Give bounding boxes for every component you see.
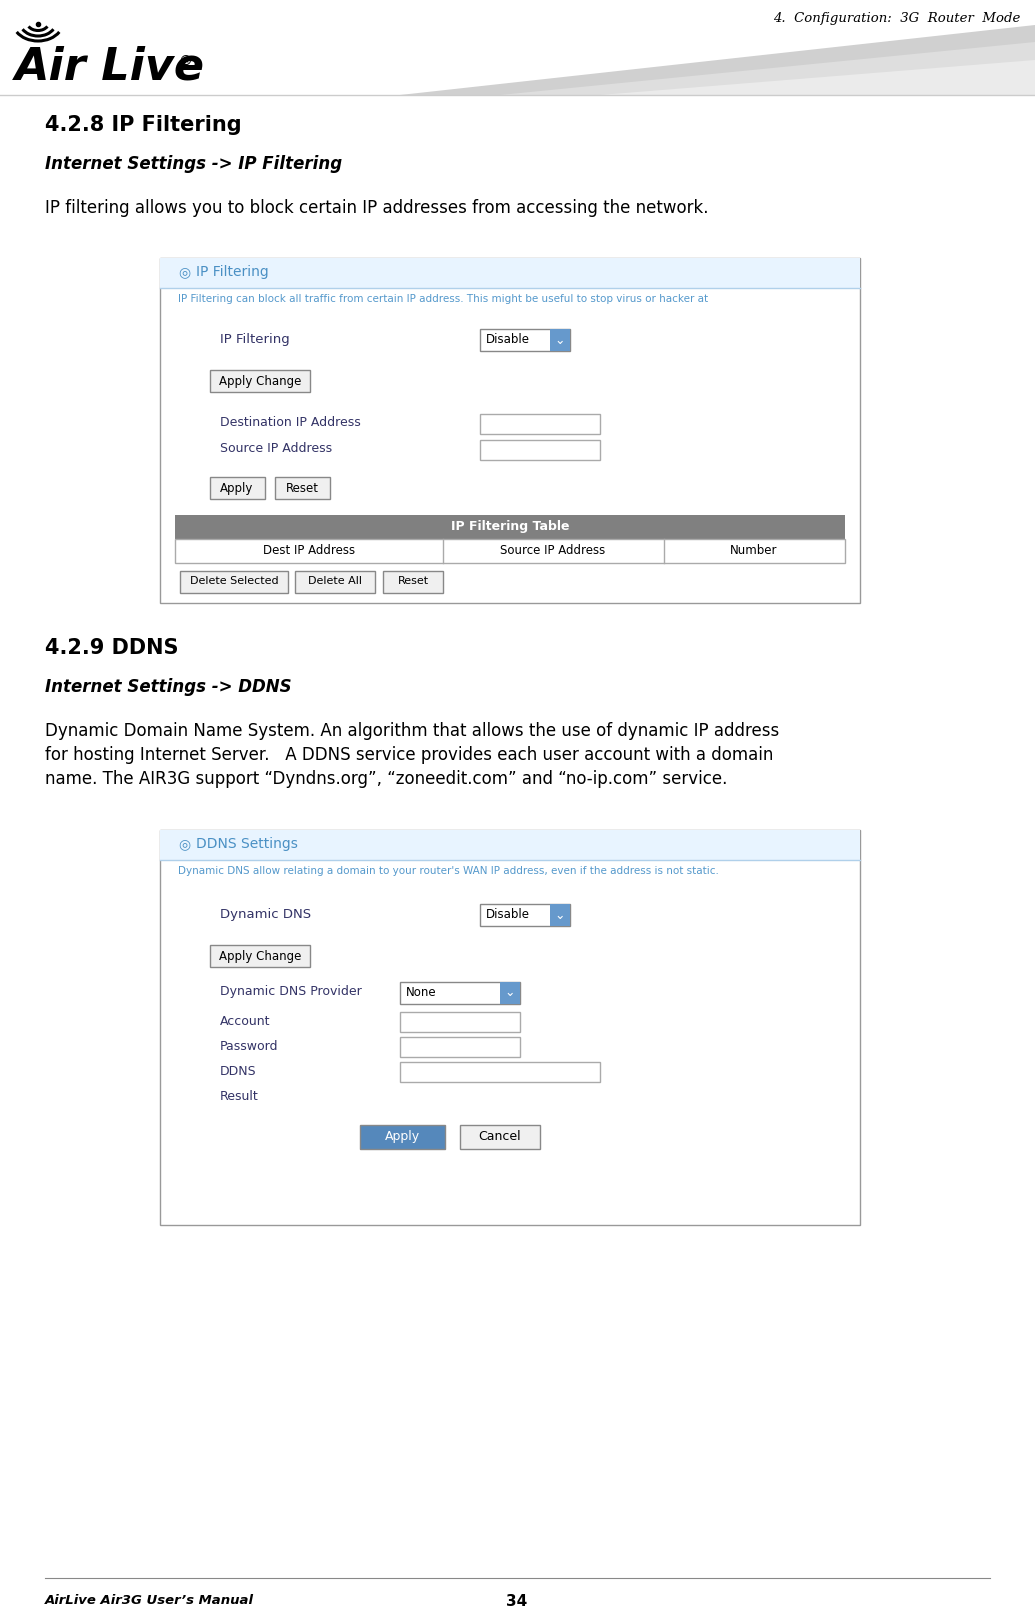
Bar xyxy=(550,905,570,926)
Polygon shape xyxy=(500,42,1035,96)
Text: Air Live: Air Live xyxy=(14,45,205,88)
Bar xyxy=(160,258,860,603)
Text: Disable: Disable xyxy=(486,332,530,345)
Bar xyxy=(400,1037,520,1057)
Bar xyxy=(480,905,570,926)
Bar xyxy=(360,1125,445,1149)
Bar xyxy=(210,477,265,499)
Text: ⌄: ⌄ xyxy=(555,909,565,922)
Bar xyxy=(160,830,860,1225)
Text: Cancel: Cancel xyxy=(478,1130,522,1143)
Bar xyxy=(550,329,570,352)
Text: Destination IP Address: Destination IP Address xyxy=(220,417,361,430)
Bar xyxy=(160,258,860,289)
Text: IP Filtering can block all traffic from certain IP address. This might be useful: IP Filtering can block all traffic from … xyxy=(178,293,708,305)
Bar xyxy=(400,1012,520,1033)
Bar xyxy=(180,571,288,593)
Text: 4.2.8 IP Filtering: 4.2.8 IP Filtering xyxy=(45,115,241,135)
Bar xyxy=(175,540,845,562)
Bar xyxy=(480,439,600,460)
Text: ⌄: ⌄ xyxy=(555,334,565,347)
Text: IP Filtering Table: IP Filtering Table xyxy=(451,520,569,533)
Bar xyxy=(210,370,310,392)
Bar xyxy=(500,982,520,1003)
Text: ◎: ◎ xyxy=(178,836,190,851)
Text: name. The AIR3G support “Dyndns.org”, “zoneedit.com” and “no-ip.com” service.: name. The AIR3G support “Dyndns.org”, “z… xyxy=(45,770,728,788)
Text: Delete All: Delete All xyxy=(308,575,362,587)
Text: ®: ® xyxy=(178,55,191,70)
Text: 4.2.9 DDNS: 4.2.9 DDNS xyxy=(45,639,178,658)
Text: Dynamic DNS Provider: Dynamic DNS Provider xyxy=(220,986,362,999)
Text: IP Filtering: IP Filtering xyxy=(196,264,269,279)
Bar xyxy=(460,1125,540,1149)
Bar xyxy=(383,571,443,593)
Bar xyxy=(400,1062,600,1081)
Bar xyxy=(210,945,310,968)
Text: IP filtering allows you to block certain IP addresses from accessing the network: IP filtering allows you to block certain… xyxy=(45,199,709,217)
Text: Dynamic DNS allow relating a domain to your router's WAN IP address, even if the: Dynamic DNS allow relating a domain to y… xyxy=(178,866,719,875)
Text: ⌄: ⌄ xyxy=(505,986,515,999)
Text: AirLive Air3G User’s Manual: AirLive Air3G User’s Manual xyxy=(45,1593,254,1606)
Text: Source IP Address: Source IP Address xyxy=(220,443,332,456)
Text: DDNS: DDNS xyxy=(220,1065,257,1078)
Text: Internet Settings -> DDNS: Internet Settings -> DDNS xyxy=(45,678,292,695)
Bar xyxy=(480,329,570,352)
Text: 4.  Configuration:  3G  Router  Mode: 4. Configuration: 3G Router Mode xyxy=(772,11,1021,24)
Text: Apply Change: Apply Change xyxy=(218,374,301,387)
Text: Password: Password xyxy=(220,1041,278,1054)
Text: Account: Account xyxy=(220,1015,270,1028)
Text: IP Filtering: IP Filtering xyxy=(220,332,290,345)
Text: Internet Settings -> IP Filtering: Internet Settings -> IP Filtering xyxy=(45,156,343,173)
Text: Disable: Disable xyxy=(486,908,530,921)
Text: Dest IP Address: Dest IP Address xyxy=(263,545,355,558)
Bar xyxy=(295,571,375,593)
Text: Apply: Apply xyxy=(384,1130,419,1143)
Text: DDNS Settings: DDNS Settings xyxy=(196,836,298,851)
Bar xyxy=(275,477,330,499)
Text: Reset: Reset xyxy=(397,575,428,587)
Text: 34: 34 xyxy=(506,1593,528,1610)
Text: Apply: Apply xyxy=(220,481,254,494)
Text: ◎: ◎ xyxy=(178,264,190,279)
Text: Dynamic DNS: Dynamic DNS xyxy=(220,908,312,921)
Text: Number: Number xyxy=(731,545,777,558)
Text: Result: Result xyxy=(220,1089,259,1102)
Bar xyxy=(160,830,860,861)
Bar xyxy=(0,0,1035,96)
Text: for hosting Internet Server.   A DDNS service provides each user account with a : for hosting Internet Server. A DDNS serv… xyxy=(45,746,773,763)
Polygon shape xyxy=(400,24,1035,96)
Polygon shape xyxy=(600,60,1035,96)
Text: Reset: Reset xyxy=(286,481,319,494)
Text: Apply Change: Apply Change xyxy=(218,950,301,963)
Text: None: None xyxy=(406,986,437,999)
Bar xyxy=(175,515,845,540)
Text: Source IP Address: Source IP Address xyxy=(500,545,605,558)
Text: Delete Selected: Delete Selected xyxy=(189,575,278,587)
Bar xyxy=(400,982,520,1003)
Text: Dynamic Domain Name System. An algorithm that allows the use of dynamic IP addre: Dynamic Domain Name System. An algorithm… xyxy=(45,721,779,741)
Bar xyxy=(480,413,600,434)
